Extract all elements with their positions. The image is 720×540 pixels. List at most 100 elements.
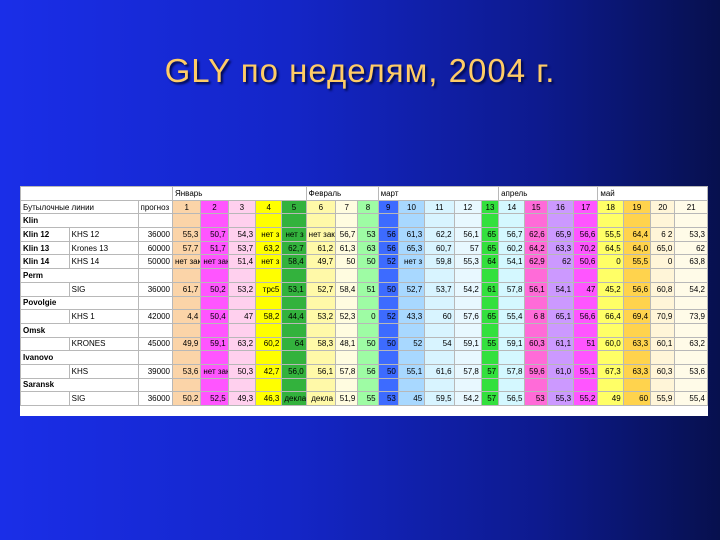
week-value: 55,3 [453,254,482,270]
week-value: 51 [573,336,599,352]
week-value: 66,4 [597,309,624,324]
week-value: 61,6 [424,363,455,379]
week-value: 64,2 [524,240,548,256]
week-value: 50,6 [573,254,599,270]
week-value: 62,7 [281,240,307,256]
week-header-19: 19 [622,199,652,215]
group-week-blank [255,322,283,338]
week-value: 69,4 [622,309,652,324]
line-row: KHS 39000 53,6 нет зак 50,3 42,7 56,0 56,1 57,8 5… [20,363,708,379]
group-week-blank [255,377,283,393]
week-value: 52,7 [397,281,426,297]
group-week-blank [650,350,676,365]
group-label: Klin [20,213,139,229]
line-name: SIG [68,391,139,406]
weekly-gly-table: Январь Февраль март апрель май Бутылочные лин… [20,186,708,416]
week-value: 63,3 [546,240,575,256]
week-header-14: 14 [498,199,526,215]
week-value: 51,4 [227,254,257,270]
group-week-blank [357,295,379,311]
week-value: 65,9 [546,227,575,242]
plant-label [20,363,70,379]
group-row: Ivanovo [20,350,708,365]
group-week-blank [498,350,526,365]
week-value: 60,2 [498,240,526,256]
group-week-blank [357,350,379,365]
group-plan-blank [137,377,173,393]
month-header-3: март [377,186,500,201]
week-value: 60,2 [255,336,283,352]
week-value: 61,0 [546,363,575,379]
week-value: 54,3 [227,227,257,242]
week-header-18: 18 [597,199,624,215]
group-row: Perm [20,268,708,283]
group-week-blank [622,295,652,311]
week-value: 59,8 [424,254,455,270]
group-week-blank [650,295,676,311]
group-week-blank [453,377,482,393]
week-value: 56 [377,227,399,242]
group-week-blank [546,377,575,393]
data-grid: Январь Февраль март апрель май Бутылочные лин… [20,186,708,406]
week-value: 51,7 [200,240,229,256]
week-value: 57,8 [335,363,359,379]
plan-value: 36000 [137,391,173,406]
group-row: Klin [20,213,708,229]
group-week-blank [200,350,229,365]
week-value: 62,9 [524,254,548,270]
month-header-5: май [597,186,708,201]
week-value: 6 8 [524,309,548,324]
week-value: 62 [546,254,575,270]
plan-value: 39000 [137,363,173,379]
week-value: 73,9 [674,309,708,324]
group-week-blank [171,377,202,393]
week-value: 53,7 [424,281,455,297]
group-week-blank [227,213,257,229]
plan-value: 60000 [137,240,173,256]
week-value: декла [281,391,307,406]
group-week-blank [453,295,482,311]
plant-label [20,336,70,352]
week-header-row: Бутылочные линии прогноз 1 2 3 4 5 6 7 8 9 10 11 12 13… [20,199,708,215]
week-value: 62,2 [424,227,455,242]
week-value: 65,3 [397,240,426,256]
week-value: 51 [357,281,379,297]
group-week-blank [424,350,455,365]
week-value: 63,2 [227,336,257,352]
week-value: 55,2 [573,391,599,406]
line-name: KHS 14 [68,254,139,270]
week-value: 56,0 [281,363,307,379]
week-value: 60 [622,391,652,406]
week-value: 45,2 [597,281,624,297]
group-week-blank [650,268,676,283]
group-week-blank [397,268,426,283]
week-value: 60,0 [597,336,624,352]
week-value: 59,1 [498,336,526,352]
week-value: нет з [397,254,426,270]
group-label: Perm [20,268,139,283]
group-week-blank [227,322,257,338]
week-value: 46,3 [255,391,283,406]
week-value: 48,1 [335,336,359,352]
group-week-blank [480,268,500,283]
week-value: 61,2 [305,240,337,256]
week-value: нет зак [171,254,202,270]
group-week-blank [200,377,229,393]
group-week-blank [305,377,337,393]
group-label: Povolgie [20,295,139,311]
week-header-3: 3 [227,199,257,215]
week-value: 60,3 [650,363,676,379]
group-week-blank [524,268,548,283]
month-header-blank [20,186,173,201]
week-value: 60,3 [524,336,548,352]
week-value: 61 [480,281,500,297]
week-value: 55,1 [573,363,599,379]
plant-label: Klin 14 [20,254,70,270]
week-value: 42,7 [255,363,283,379]
week-value: 57,8 [498,363,526,379]
group-week-blank [546,213,575,229]
group-week-blank [424,377,455,393]
week-value: 56,6 [573,309,599,324]
week-header-1: 1 [171,199,202,215]
week-header-15: 15 [524,199,548,215]
